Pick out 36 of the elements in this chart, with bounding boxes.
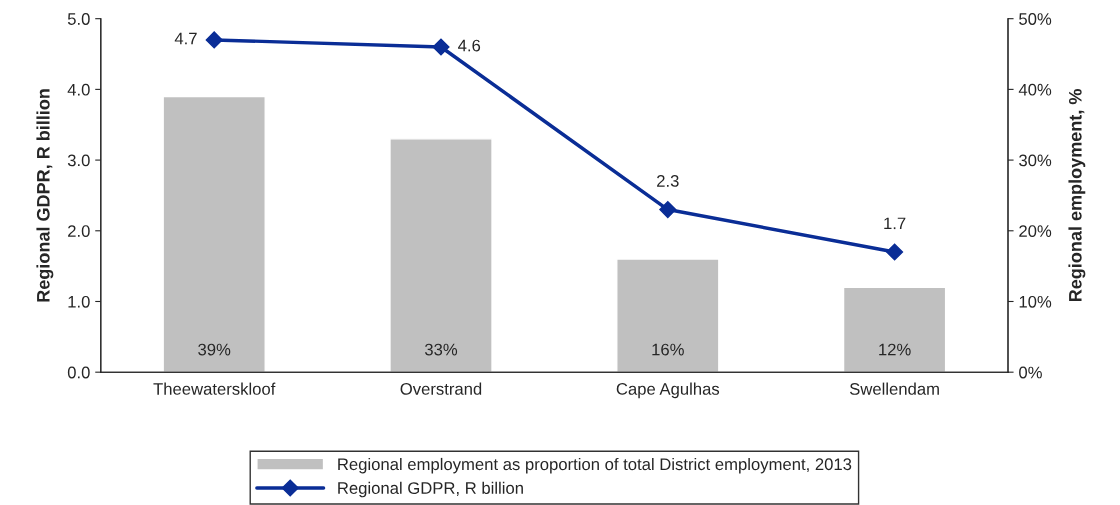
point [205, 31, 223, 49]
y2-tick-label: 10% [1019, 295, 1052, 308]
y2-tick-label: 0% [1019, 366, 1042, 379]
data-label: 12% [879, 343, 911, 356]
y2-axis-title: Regional employment, % [1068, 89, 1086, 302]
data-label: 2.3 [657, 175, 679, 187]
legend-label: Regional employment as proportion of total District employment, 2013 [338, 457, 852, 474]
x-tick-label: Cape Agulhas [616, 382, 720, 399]
data-label: 33% [424, 343, 458, 356]
bar [389, 138, 493, 373]
y-axis-title: Regional GDPR, R billion [36, 89, 54, 302]
y2-tick-label: 20% [1019, 225, 1052, 237]
y-tick-label: 1.0 [68, 295, 90, 308]
bar [162, 95, 266, 373]
point [432, 38, 450, 56]
point [659, 201, 677, 219]
y2-tick-label: 50% [1019, 13, 1052, 25]
y-tick-label: 2.0 [68, 225, 90, 237]
point [886, 243, 904, 261]
y-tick-label: 5.0 [67, 13, 90, 25]
data-label: 4.6 [458, 39, 481, 52]
x-tick-label: Swellendam [849, 382, 939, 395]
y2-tick-label: 30% [1019, 154, 1052, 167]
y-tick-label: 3.0 [67, 154, 90, 167]
bar [842, 286, 947, 373]
data-label: 39% [198, 343, 231, 356]
x-tick-label: Overstrand [400, 382, 482, 395]
data-label: 4.7 [174, 32, 197, 45]
legend-label: Regional GDPR, R billion [338, 481, 523, 498]
y2-tick-label: 40% [1018, 83, 1052, 96]
y-tick-label: 0.0 [67, 366, 90, 379]
data-label: 1.7 [884, 217, 906, 230]
bar [616, 258, 720, 373]
y-tick-label: 4.0 [67, 83, 90, 96]
x-tick-label: Theewaterskloof [153, 382, 276, 395]
data-label: 16% [652, 343, 684, 356]
